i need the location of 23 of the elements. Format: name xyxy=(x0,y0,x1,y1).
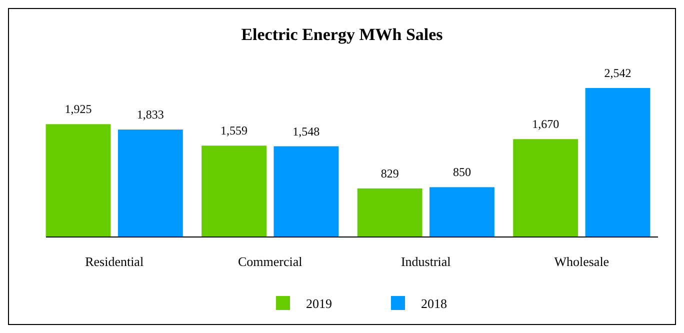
legend-label: 2019 xyxy=(306,296,332,311)
bar xyxy=(429,187,494,237)
data-label: 1,670 xyxy=(532,117,560,132)
data-label: 1,833 xyxy=(136,108,164,122)
data-label: 1,925 xyxy=(64,102,92,116)
bar xyxy=(118,130,183,237)
bar xyxy=(274,146,339,237)
data-label: 1,559 xyxy=(220,124,248,138)
x-tick-label: Commercial xyxy=(238,254,303,269)
x-tick-label: Industrial xyxy=(400,254,452,269)
data-label: 1,548 xyxy=(292,124,320,138)
bar xyxy=(513,139,578,237)
bar xyxy=(202,146,267,237)
data-label: 2,542 xyxy=(604,66,632,80)
data-label: 850 xyxy=(452,165,471,180)
legend-label: 2018 xyxy=(421,296,447,311)
chart-title: Electric Energy MWh Sales xyxy=(241,25,444,44)
data-label: 829 xyxy=(380,166,399,180)
bar xyxy=(357,188,422,237)
x-tick-label: Residential xyxy=(85,254,144,269)
x-tick-label: Wholesale xyxy=(554,254,610,269)
bar xyxy=(585,88,650,237)
bar xyxy=(46,124,111,237)
